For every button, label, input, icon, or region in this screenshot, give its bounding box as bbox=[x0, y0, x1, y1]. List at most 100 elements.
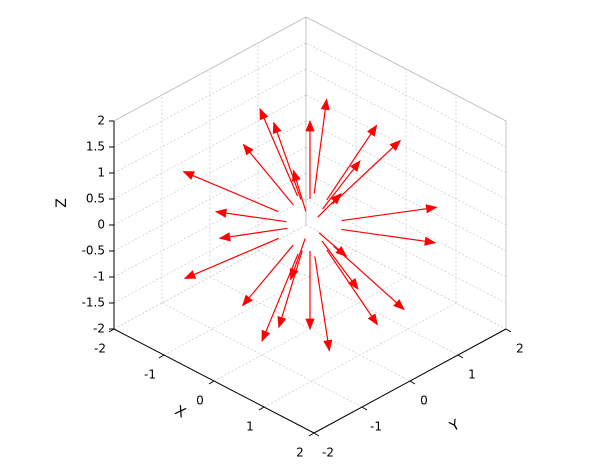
arrow-head bbox=[335, 245, 348, 257]
arrow bbox=[305, 251, 315, 331]
arrow-head bbox=[272, 121, 282, 135]
z-tick-label: -2 bbox=[93, 322, 105, 336]
grid-line bbox=[113, 94, 307, 200]
arrow-shaft bbox=[341, 228, 436, 244]
z-axis-label: Z bbox=[54, 198, 70, 208]
grid-line bbox=[257, 250, 459, 356]
grid-line bbox=[305, 172, 507, 278]
grid-line bbox=[305, 146, 507, 252]
arrow bbox=[314, 256, 333, 352]
grid-line bbox=[113, 198, 307, 304]
y-tick bbox=[361, 406, 368, 411]
arrow-shaft bbox=[313, 99, 328, 194]
grid-line bbox=[113, 42, 307, 148]
arrow-shaft bbox=[259, 108, 299, 197]
arrow bbox=[305, 119, 315, 199]
arrow bbox=[321, 240, 359, 290]
arrow bbox=[259, 107, 299, 197]
arrow-head bbox=[393, 299, 405, 311]
arrow bbox=[326, 249, 378, 326]
arrow bbox=[277, 250, 303, 329]
arrow-shaft bbox=[314, 256, 330, 351]
z-tick-label: -1.5 bbox=[82, 296, 105, 310]
z-tick-label: -1 bbox=[93, 270, 105, 284]
arrow-shaft bbox=[261, 253, 299, 342]
arrow-head bbox=[305, 119, 315, 132]
arrow-head bbox=[259, 107, 269, 121]
arrow bbox=[322, 160, 361, 210]
arrow-head bbox=[242, 143, 254, 156]
y-tick bbox=[313, 432, 320, 437]
arrow-shaft bbox=[333, 245, 405, 310]
arrow-shaft bbox=[273, 122, 302, 200]
z-tick-label: 1.5 bbox=[86, 140, 105, 154]
arrow bbox=[341, 228, 437, 246]
arrow-head bbox=[277, 316, 287, 329]
arrow bbox=[183, 237, 279, 280]
y-tick-label: 1 bbox=[468, 368, 476, 382]
grid-line bbox=[113, 146, 307, 252]
arrow-head bbox=[348, 277, 359, 290]
arrow bbox=[218, 227, 288, 242]
z-tick-label: 1 bbox=[97, 166, 105, 180]
arrow-head bbox=[330, 193, 342, 205]
grid-line bbox=[113, 68, 307, 174]
arrow-head bbox=[261, 329, 271, 343]
y-tick-label: -2 bbox=[322, 446, 334, 460]
x-tick-label: 2 bbox=[296, 446, 304, 460]
arrow-shaft bbox=[341, 206, 437, 222]
x-tick-label: -2 bbox=[94, 342, 106, 356]
arrow bbox=[317, 193, 342, 218]
y-tick bbox=[505, 328, 512, 333]
arrow-shaft bbox=[326, 249, 378, 325]
arrow-shaft bbox=[278, 250, 303, 328]
arrow-head bbox=[182, 171, 195, 180]
arrow bbox=[326, 124, 378, 201]
x-tick bbox=[158, 354, 165, 359]
y-tick-label: -1 bbox=[370, 420, 382, 434]
arrow-shaft bbox=[242, 144, 294, 206]
arrow-head bbox=[241, 294, 253, 307]
arrow-head bbox=[320, 98, 330, 111]
x-tick-label: 0 bbox=[196, 394, 204, 408]
grid-line bbox=[305, 94, 507, 200]
grid-line bbox=[305, 198, 507, 304]
arrow bbox=[333, 245, 405, 311]
arrow bbox=[242, 143, 294, 206]
arrow-head bbox=[367, 124, 378, 137]
y-tick-label: 0 bbox=[420, 394, 428, 408]
arrow-shaft bbox=[332, 140, 401, 205]
grid-line bbox=[113, 120, 307, 226]
grid-line bbox=[305, 224, 507, 330]
arrow-shaft bbox=[326, 125, 378, 201]
z-tick-label: 0 bbox=[97, 218, 105, 232]
arrow-head bbox=[367, 313, 378, 326]
y-tick-label: 2 bbox=[516, 342, 524, 356]
arrow bbox=[272, 121, 302, 200]
z-tick-label: -0.5 bbox=[82, 244, 105, 258]
arrow bbox=[261, 253, 299, 343]
arrow-head bbox=[218, 232, 231, 242]
x-axis-label: X bbox=[172, 403, 189, 422]
arrow bbox=[241, 244, 294, 307]
arrow bbox=[332, 139, 402, 205]
z-tick-label: 2 bbox=[97, 114, 105, 128]
x-tick bbox=[208, 380, 215, 385]
arrow-head bbox=[349, 160, 361, 172]
x-tick bbox=[258, 406, 265, 411]
x-tick bbox=[308, 432, 315, 437]
arrow bbox=[313, 98, 330, 194]
x-tick-label: -1 bbox=[144, 368, 156, 382]
arrow-head bbox=[183, 270, 197, 279]
box-edge bbox=[305, 16, 507, 122]
z-tick-label: 0.5 bbox=[86, 192, 105, 206]
arrow-shaft bbox=[215, 211, 287, 223]
y-tick bbox=[457, 354, 464, 359]
arrow-head bbox=[424, 236, 437, 246]
grid-line bbox=[305, 42, 507, 148]
arrow-head bbox=[214, 208, 227, 218]
arrow bbox=[292, 169, 307, 212]
y-axis-label: Y bbox=[446, 417, 463, 436]
